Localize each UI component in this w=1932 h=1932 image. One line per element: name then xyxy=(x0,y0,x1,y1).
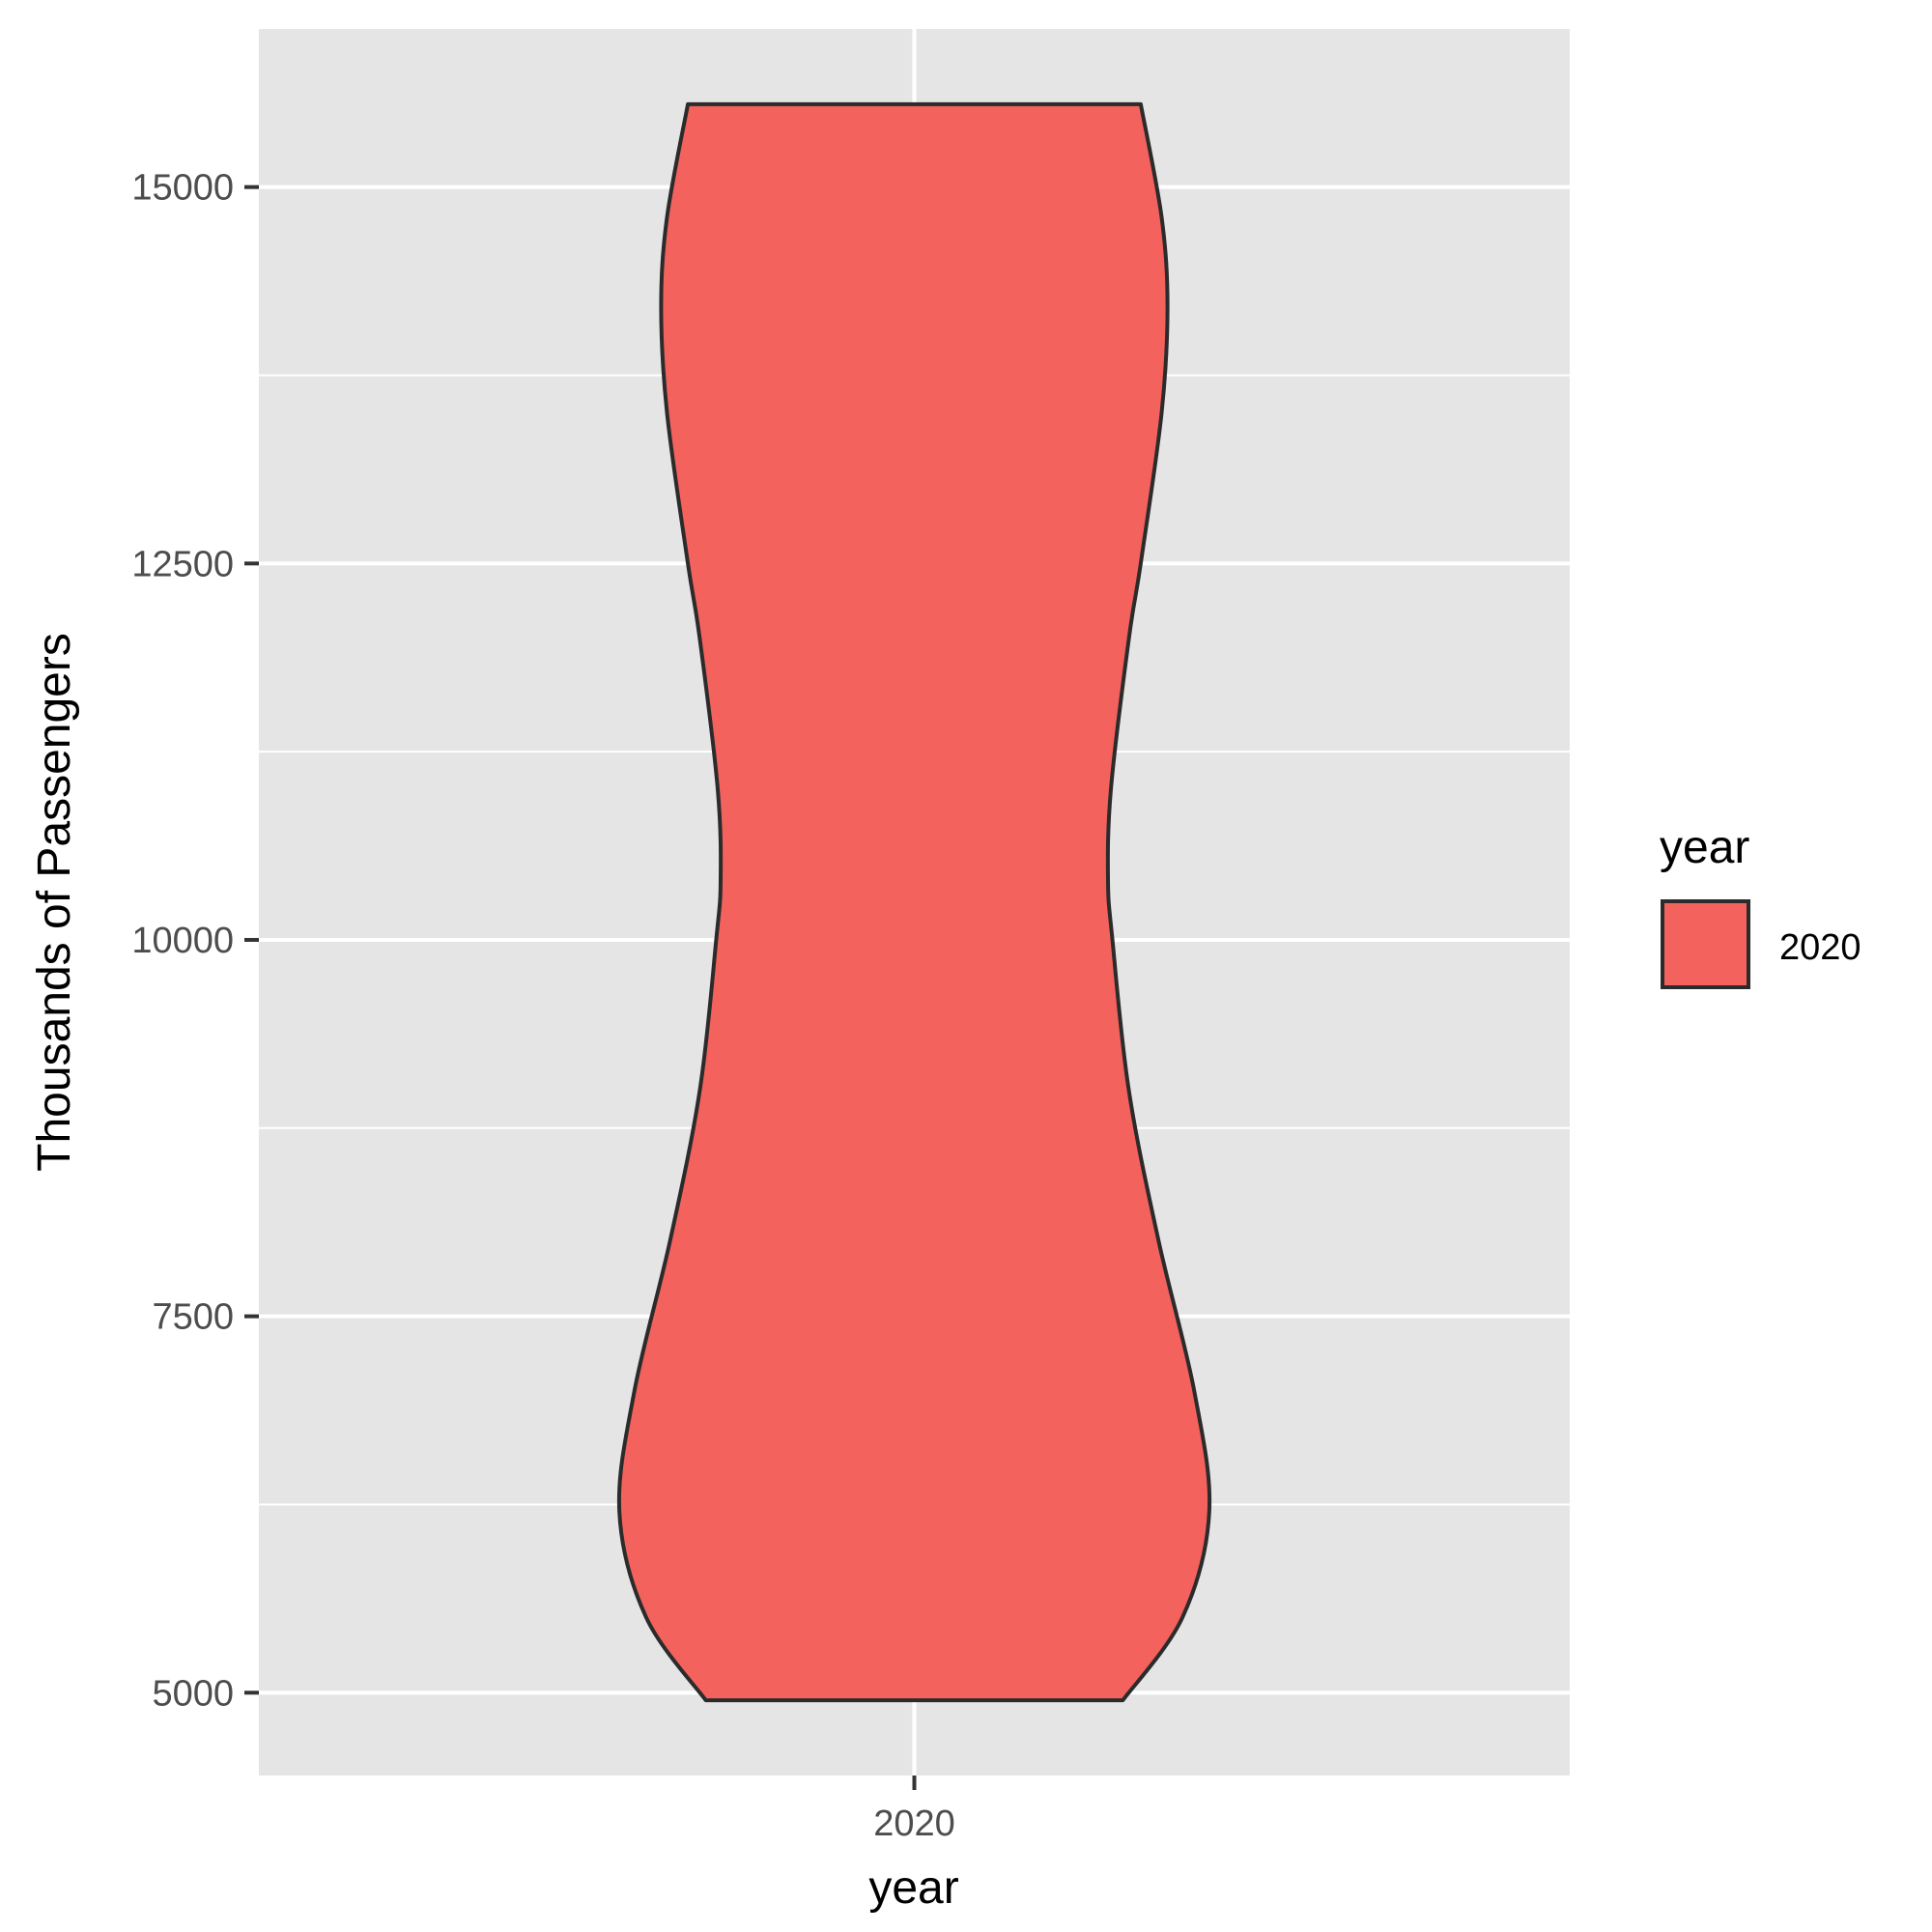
y-tick-label: 5000 xyxy=(152,1673,234,1714)
y-tick-label: 7500 xyxy=(152,1297,234,1338)
x-axis: 2020 xyxy=(873,1776,955,1844)
y-axis-title: Thousands of Passengers xyxy=(29,633,80,1172)
y-axis: 5000 7500 10000 12500 15000 xyxy=(131,168,259,1714)
legend: year 2020 xyxy=(1660,822,1861,989)
x-axis-title: year xyxy=(868,1862,958,1914)
violin-2020 xyxy=(616,101,1212,1703)
legend-label-2020: 2020 xyxy=(1779,927,1861,968)
y-tick-label: 15000 xyxy=(131,168,234,209)
legend-title: year xyxy=(1660,822,1749,873)
y-tick-label: 10000 xyxy=(131,921,234,961)
y-tick-label: 12500 xyxy=(131,544,234,584)
x-tick-label: 2020 xyxy=(873,1804,955,1844)
legend-key-2020 xyxy=(1661,899,1750,989)
violin-layer xyxy=(616,101,1212,1703)
